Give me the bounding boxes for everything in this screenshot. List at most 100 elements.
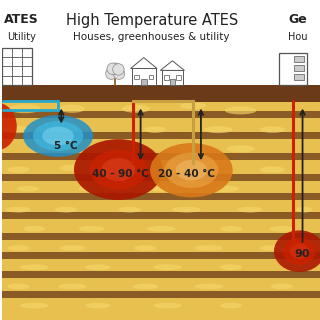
Ellipse shape xyxy=(9,104,41,113)
Text: 20 - 40 °C: 20 - 40 °C xyxy=(158,169,215,180)
Ellipse shape xyxy=(29,146,52,152)
Bar xyxy=(3,132,320,139)
Bar xyxy=(3,291,320,298)
Polygon shape xyxy=(160,61,184,70)
Ellipse shape xyxy=(204,126,233,133)
Bar xyxy=(3,252,320,259)
Ellipse shape xyxy=(17,186,39,192)
Circle shape xyxy=(113,68,125,79)
Ellipse shape xyxy=(85,264,110,270)
Ellipse shape xyxy=(33,121,83,151)
Ellipse shape xyxy=(226,145,255,152)
Ellipse shape xyxy=(20,303,49,308)
Ellipse shape xyxy=(7,284,29,289)
Bar xyxy=(3,193,320,200)
Bar xyxy=(3,153,320,160)
Bar xyxy=(294,65,304,71)
Ellipse shape xyxy=(260,166,285,173)
Ellipse shape xyxy=(144,126,166,133)
Ellipse shape xyxy=(60,165,85,171)
Ellipse shape xyxy=(271,284,293,289)
Ellipse shape xyxy=(269,226,295,232)
Bar xyxy=(3,174,320,181)
Ellipse shape xyxy=(90,150,147,189)
Ellipse shape xyxy=(60,105,85,113)
Ellipse shape xyxy=(79,226,104,232)
Ellipse shape xyxy=(60,245,85,251)
Bar xyxy=(176,75,180,80)
Ellipse shape xyxy=(172,207,201,212)
Ellipse shape xyxy=(7,245,29,251)
Text: Hou: Hou xyxy=(288,32,308,42)
Text: ATES: ATES xyxy=(4,13,39,26)
Ellipse shape xyxy=(147,226,176,232)
Ellipse shape xyxy=(195,284,223,289)
Bar xyxy=(141,79,147,85)
Text: 5 °C: 5 °C xyxy=(54,140,78,151)
Ellipse shape xyxy=(220,264,242,270)
Ellipse shape xyxy=(104,146,123,152)
Ellipse shape xyxy=(74,139,163,200)
Ellipse shape xyxy=(6,207,31,212)
Ellipse shape xyxy=(122,105,150,113)
Ellipse shape xyxy=(283,238,316,265)
Ellipse shape xyxy=(180,102,206,109)
Ellipse shape xyxy=(101,158,135,181)
Bar xyxy=(279,53,307,85)
Circle shape xyxy=(107,63,118,75)
Ellipse shape xyxy=(58,284,87,289)
Ellipse shape xyxy=(260,126,285,133)
Bar xyxy=(3,85,320,320)
Ellipse shape xyxy=(23,226,45,232)
Ellipse shape xyxy=(79,186,104,192)
Ellipse shape xyxy=(176,160,207,180)
Bar xyxy=(3,111,320,118)
Ellipse shape xyxy=(42,127,74,145)
Ellipse shape xyxy=(195,245,223,251)
Text: Houses, greenhouses & utility: Houses, greenhouses & utility xyxy=(74,32,230,42)
Bar xyxy=(3,85,320,102)
Text: Ge: Ge xyxy=(288,13,307,26)
Ellipse shape xyxy=(47,124,72,132)
Ellipse shape xyxy=(153,264,182,270)
Bar xyxy=(3,212,320,219)
Ellipse shape xyxy=(237,207,263,212)
Ellipse shape xyxy=(0,102,17,150)
Ellipse shape xyxy=(133,284,158,289)
Ellipse shape xyxy=(211,186,239,192)
Circle shape xyxy=(106,68,117,79)
Ellipse shape xyxy=(4,126,33,133)
Text: High Temperature ATES: High Temperature ATES xyxy=(66,13,238,28)
Ellipse shape xyxy=(153,303,182,308)
Circle shape xyxy=(113,64,124,75)
Circle shape xyxy=(109,63,121,75)
Bar xyxy=(2,48,32,85)
Text: 40 - 90 °C: 40 - 90 °C xyxy=(92,169,148,180)
Ellipse shape xyxy=(176,146,198,152)
Bar xyxy=(294,74,304,80)
Ellipse shape xyxy=(296,207,312,212)
Ellipse shape xyxy=(144,166,166,173)
Bar xyxy=(164,75,169,80)
Ellipse shape xyxy=(150,186,172,192)
Text: Utility: Utility xyxy=(7,32,36,42)
Polygon shape xyxy=(131,58,157,68)
Ellipse shape xyxy=(225,106,257,115)
Bar xyxy=(170,79,175,85)
Ellipse shape xyxy=(220,226,242,232)
Text: 90: 90 xyxy=(295,249,310,260)
Bar xyxy=(134,75,139,79)
Ellipse shape xyxy=(20,264,49,270)
Ellipse shape xyxy=(85,303,110,308)
Ellipse shape xyxy=(274,230,320,272)
Bar xyxy=(149,75,153,79)
Ellipse shape xyxy=(23,115,93,157)
Bar xyxy=(132,68,156,85)
Ellipse shape xyxy=(290,243,309,259)
Ellipse shape xyxy=(220,303,242,308)
Bar xyxy=(3,271,320,278)
Bar xyxy=(3,233,320,240)
Ellipse shape xyxy=(150,143,233,197)
Ellipse shape xyxy=(118,207,140,212)
Ellipse shape xyxy=(7,166,29,173)
